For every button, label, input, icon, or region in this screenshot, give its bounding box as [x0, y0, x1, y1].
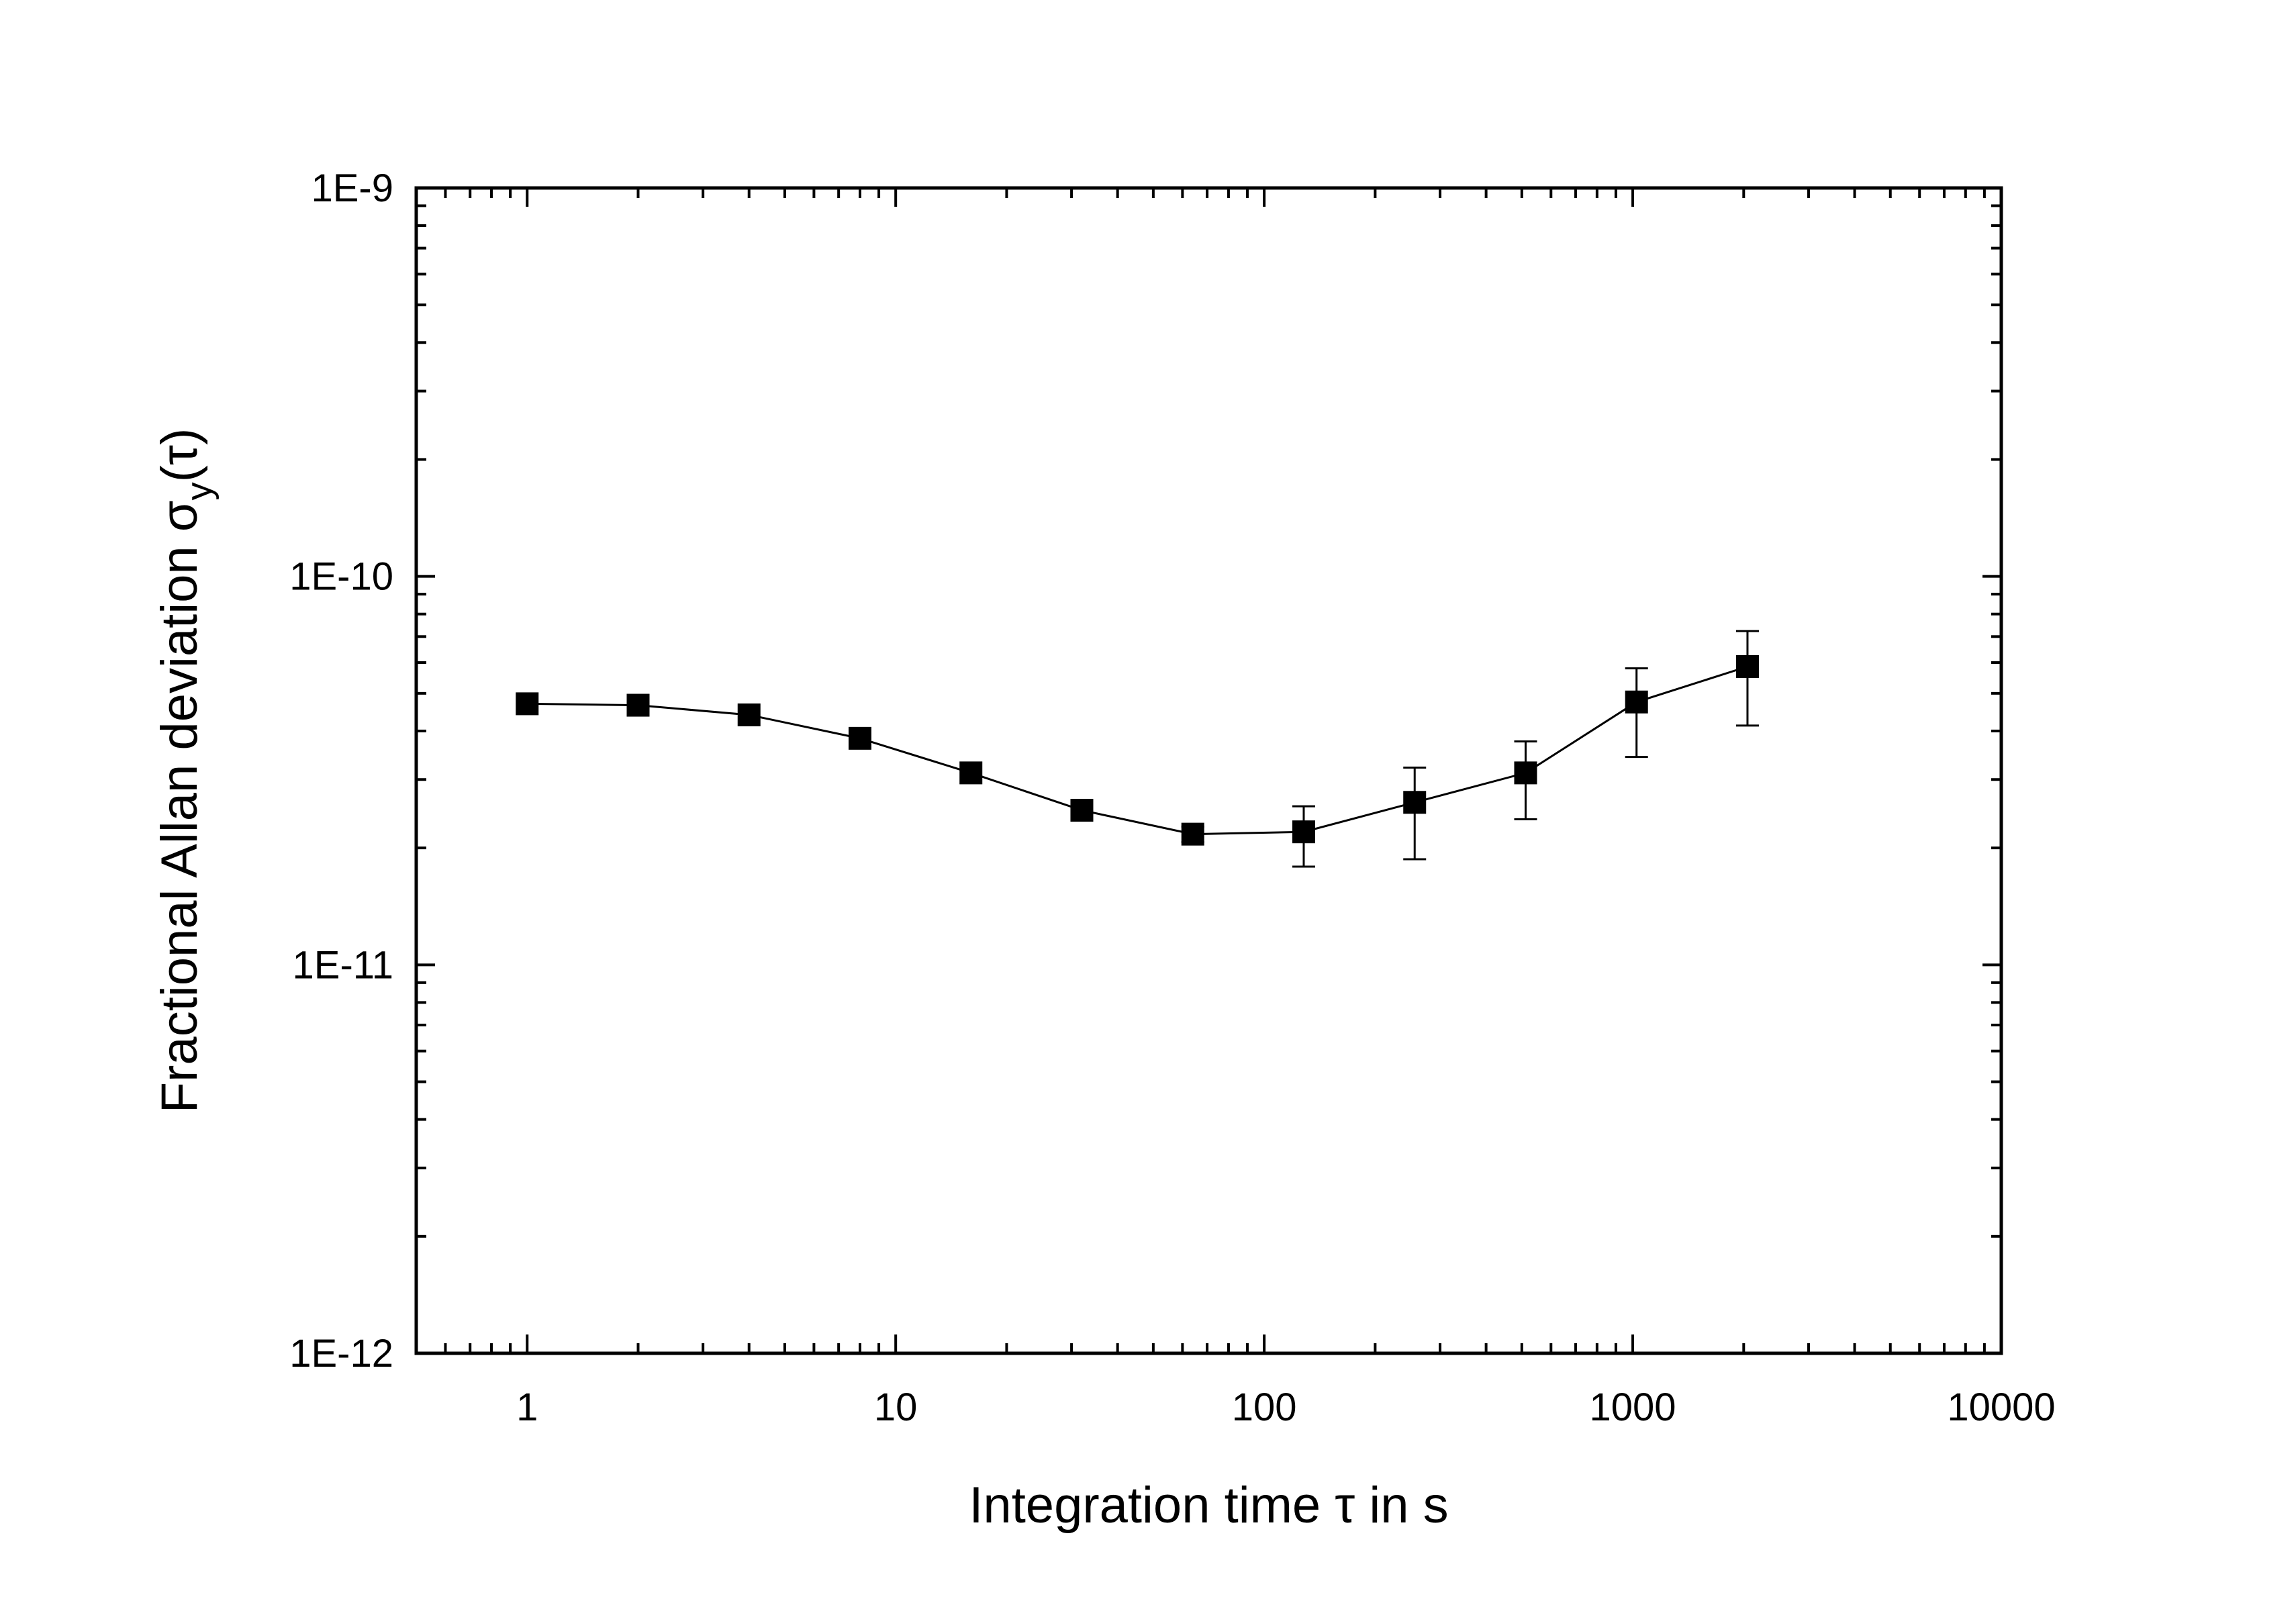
x-tick-label: 1 [516, 1386, 538, 1429]
data-point [737, 703, 761, 726]
data-point [1625, 690, 1648, 714]
data-point [516, 692, 539, 716]
axis-ticks [415, 187, 2001, 1355]
data-point [1292, 820, 1315, 844]
y-tick-label: 1E-10 [289, 555, 393, 599]
y-axis-title-tail: (τ) [151, 428, 208, 483]
y-tick-label: 1E-9 [311, 166, 393, 210]
y-axis-title-subscript: y [179, 482, 220, 500]
y-tick-label: 1E-11 [293, 943, 393, 987]
data-point [626, 693, 650, 717]
data-point [1514, 761, 1537, 785]
x-tick-label: 1000 [1590, 1386, 1676, 1429]
y-axis-title-main: Fractional Allan deviation σ [151, 500, 208, 1113]
x-tick-label: 100 [1232, 1386, 1297, 1429]
axis-tick-labels: 1 10 100 1000 10000 1E-12 1E-11 1E-10 1E-9 [289, 166, 2055, 1429]
x-tick-label: 10000 [1947, 1386, 2055, 1429]
y-axis-title: Fractional Allan deviation σy(τ) [151, 428, 220, 1114]
data-point [848, 726, 871, 750]
x-tick-label: 10 [874, 1386, 918, 1429]
x-axis-title: Integration time τ in s [969, 1477, 1448, 1534]
series-line [527, 665, 1748, 836]
data-point [1070, 799, 1094, 822]
y-tick-label: 1E-12 [289, 1332, 393, 1375]
data-series [516, 630, 1759, 868]
data-point [959, 761, 983, 785]
data-point [1403, 791, 1427, 814]
data-point [1181, 822, 1204, 846]
plot-frame [414, 186, 2003, 1355]
data-point [1735, 654, 1759, 678]
